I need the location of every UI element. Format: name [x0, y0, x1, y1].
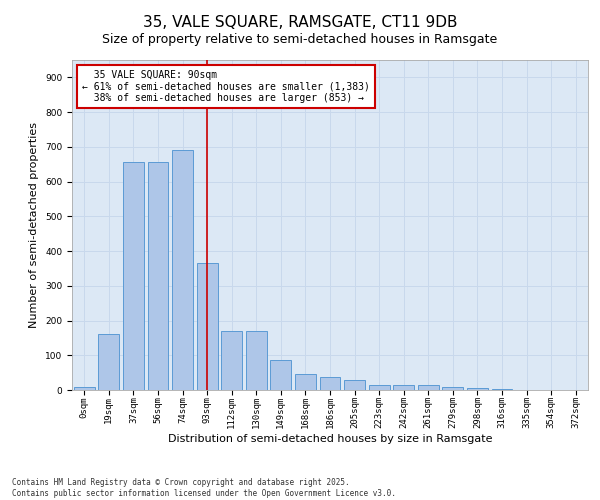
Bar	[418, 386, 439, 390]
Bar	[393, 386, 414, 390]
Bar	[320, 377, 340, 390]
Text: Contains HM Land Registry data © Crown copyright and database right 2025.
Contai: Contains HM Land Registry data © Crown c…	[12, 478, 396, 498]
Bar	[295, 374, 316, 390]
Bar	[74, 387, 95, 390]
Text: Size of property relative to semi-detached houses in Ramsgate: Size of property relative to semi-detach…	[103, 32, 497, 46]
Bar	[271, 360, 292, 390]
Bar	[246, 331, 267, 390]
Bar	[197, 263, 218, 390]
Bar	[467, 388, 488, 390]
Text: 35, VALE SQUARE, RAMSGATE, CT11 9DB: 35, VALE SQUARE, RAMSGATE, CT11 9DB	[143, 15, 457, 30]
Bar	[98, 334, 119, 390]
Y-axis label: Number of semi-detached properties: Number of semi-detached properties	[29, 122, 40, 328]
Text: 35 VALE SQUARE: 90sqm
← 61% of semi-detached houses are smaller (1,383)
  38% of: 35 VALE SQUARE: 90sqm ← 61% of semi-deta…	[82, 70, 370, 103]
Bar	[148, 162, 169, 390]
Bar	[368, 385, 389, 390]
Bar	[123, 162, 144, 390]
Bar	[344, 380, 365, 390]
Bar	[221, 331, 242, 390]
Bar	[172, 150, 193, 390]
Bar	[442, 386, 463, 390]
Bar	[491, 389, 512, 390]
X-axis label: Distribution of semi-detached houses by size in Ramsgate: Distribution of semi-detached houses by …	[168, 434, 492, 444]
